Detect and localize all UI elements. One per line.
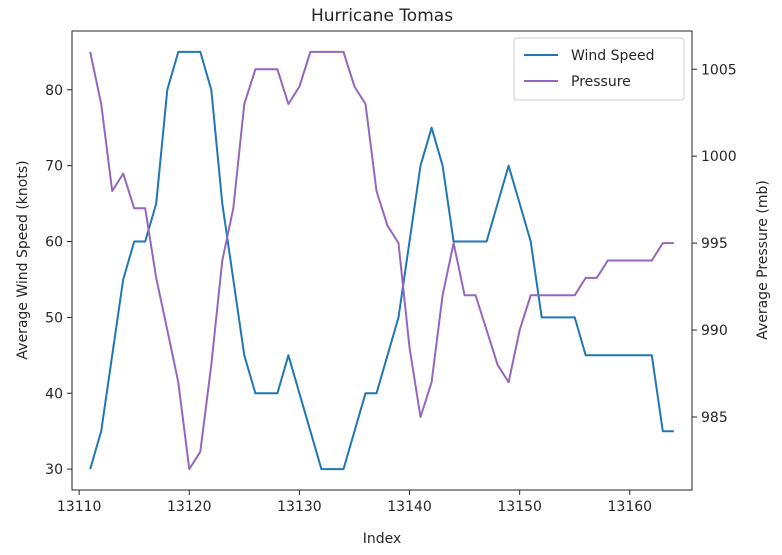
left-y-tick-label: 30	[45, 462, 63, 478]
left-y-tick-label: 60	[45, 235, 63, 251]
left-y-tick-label: 70	[45, 159, 63, 175]
ticks-layer: 13110 13120 13130 13140 13150 13160 30 40 50 60 70…	[45, 62, 736, 515]
right-y-tick-label: 1000	[701, 149, 737, 165]
plot-frame	[71, 30, 693, 491]
x-axis-label: Index	[363, 531, 402, 547]
left-y-tick-label: 40	[45, 386, 63, 402]
series-layer	[89, 50, 674, 471]
x-tick-label: 13150	[497, 499, 542, 515]
legend: Wind Speed Pressure	[513, 37, 685, 101]
right-y-tick-label: 1005	[701, 62, 737, 78]
x-tick-label: 13110	[57, 499, 102, 515]
legend-label-pressure: Pressure	[571, 74, 631, 90]
left-y-tick-label: 50	[45, 310, 63, 326]
x-tick-label: 13160	[608, 499, 653, 515]
right-y-tick-label: 990	[701, 323, 728, 339]
legend-label-wind-speed: Wind Speed	[571, 48, 655, 64]
chart-title: Hurricane Tomas	[311, 6, 453, 26]
left-y-axis-label: Average Wind Speed (knots)	[15, 160, 31, 359]
x-tick-label: 13130	[277, 499, 322, 515]
axes-layer	[71, 30, 693, 491]
series-line-pressure	[89, 50, 674, 471]
legend-frame	[513, 37, 685, 101]
right-y-tick-label: 995	[701, 236, 728, 252]
left-y-tick-label: 80	[45, 83, 63, 99]
x-tick-label: 13120	[167, 499, 212, 515]
right-y-axis-label: Average Pressure (mb)	[755, 180, 771, 340]
x-tick-label: 13140	[387, 499, 432, 515]
series-line-wind-speed	[89, 50, 674, 471]
right-y-tick-label: 985	[701, 410, 728, 426]
